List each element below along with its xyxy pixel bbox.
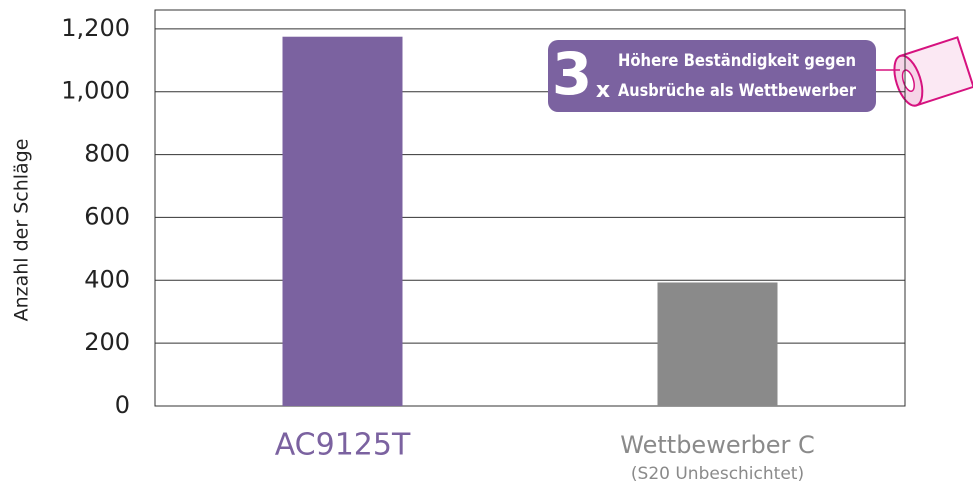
x-tick-note: (S20 Unbeschichtet) (631, 464, 804, 484)
annotation: 3 x Höhere Beständigkeit gegen Ausbrüche al… (548, 40, 876, 112)
y-tick-label: 1,200 (61, 14, 130, 42)
plot-frame (154, 9, 906, 407)
annotation-number: 3 (552, 40, 592, 108)
y-tick-label: 600 (84, 202, 130, 230)
y-tick-label: 1,000 (61, 77, 130, 105)
y-tick-label: 200 (84, 328, 130, 356)
y-tick-label: 0 (115, 391, 130, 419)
y-tick-label: 800 (84, 140, 130, 168)
tool-icon (876, 36, 973, 107)
bar (282, 36, 403, 406)
bar (657, 282, 778, 406)
x-tick-label: AC9125T (275, 428, 411, 463)
annotation-line: Höhere Beständigkeit gegen (618, 51, 856, 71)
annotation-box (548, 40, 876, 112)
annotation-line: Ausbrüche als Wettbewerber (618, 81, 857, 101)
y-axis-label: Anzahl der Schläge (11, 139, 33, 322)
annotation-multiplier: x (596, 78, 610, 103)
x-tick-label: Wettbewerber C (620, 431, 814, 459)
y-tick-label: 400 (84, 265, 130, 293)
